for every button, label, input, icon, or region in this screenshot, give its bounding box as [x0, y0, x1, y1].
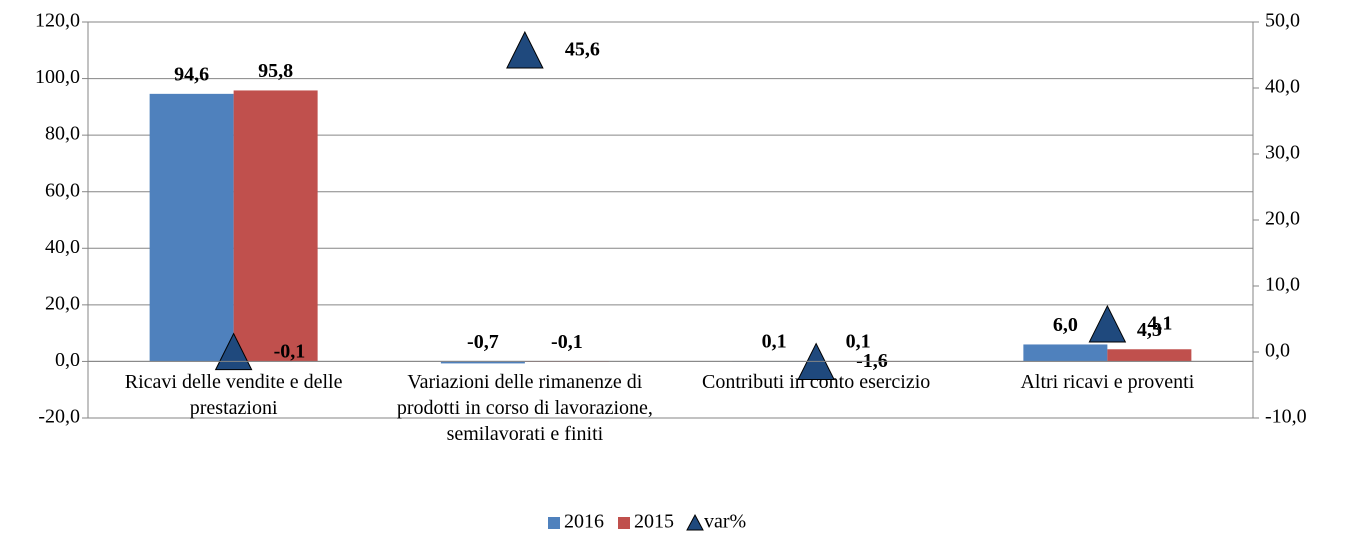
bar [149, 93, 234, 362]
y-tick-label: 40,0 [45, 236, 80, 258]
y-tick-label: -20,0 [38, 406, 80, 428]
x-tick-label-box: Altri ricavi e proventi [1020, 371, 1195, 394]
legend-swatch [618, 517, 630, 529]
marker [1088, 304, 1127, 343]
legend-label: 2016 [564, 511, 604, 533]
data-label: 6,0 [1053, 314, 1078, 336]
y2-tick-label: 10,0 [1265, 274, 1300, 296]
data-label: 95,8 [258, 60, 293, 82]
data-label: -0,1 [551, 331, 583, 353]
y-tick-label: 0,0 [55, 349, 80, 371]
y2-tick-label: 0,0 [1265, 340, 1290, 362]
y-tick-label: 80,0 [45, 123, 80, 145]
data-label: 45,6 [565, 39, 600, 61]
bar [1107, 349, 1192, 362]
data-label: 94,6 [174, 63, 209, 85]
y2-tick-label: -10,0 [1265, 406, 1307, 428]
y-tick-label: 120,0 [35, 10, 80, 32]
y-tick-label: 20,0 [45, 292, 80, 314]
y2-tick-label: 30,0 [1265, 142, 1300, 164]
data-label: 0,1 [846, 331, 871, 353]
x-tick-label: Ricavi delle vendite e delle prestazioni [124, 371, 343, 420]
legend-label: var% [704, 511, 746, 533]
bar [1023, 344, 1108, 362]
y2-tick-label: 50,0 [1265, 10, 1300, 32]
bar [233, 90, 318, 362]
x-tick-label: Altri ricavi e proventi [1020, 371, 1195, 394]
marker [506, 30, 544, 69]
data-label: -0,7 [467, 331, 499, 353]
y-tick-label: 60,0 [45, 179, 80, 201]
y2-tick-label: 40,0 [1265, 76, 1300, 98]
legend-swatch [548, 517, 560, 529]
x-tick-label-box: Variazioni delle rimanenze di prodotti i… [396, 371, 653, 446]
bar [440, 361, 525, 364]
data-label: 0,1 [762, 331, 787, 353]
legend-label: 2015 [634, 511, 674, 533]
x-tick-label: Contributi in conto esercizio [701, 371, 931, 394]
data-label: 4,3 [1137, 319, 1162, 341]
legend-marker [686, 513, 704, 531]
x-tick-label-box: Contributi in conto esercizio [701, 371, 931, 394]
x-tick-label-box: Ricavi delle vendite e delle prestazioni [124, 371, 343, 420]
y-tick-label: 100,0 [35, 66, 80, 88]
data-label: 4,1 [1147, 313, 1172, 335]
x-tick-label: Variazioni delle rimanenze di prodotti i… [396, 371, 653, 446]
y2-tick-label: 20,0 [1265, 208, 1300, 230]
data-label: -0,1 [274, 340, 306, 362]
marker [214, 332, 253, 371]
